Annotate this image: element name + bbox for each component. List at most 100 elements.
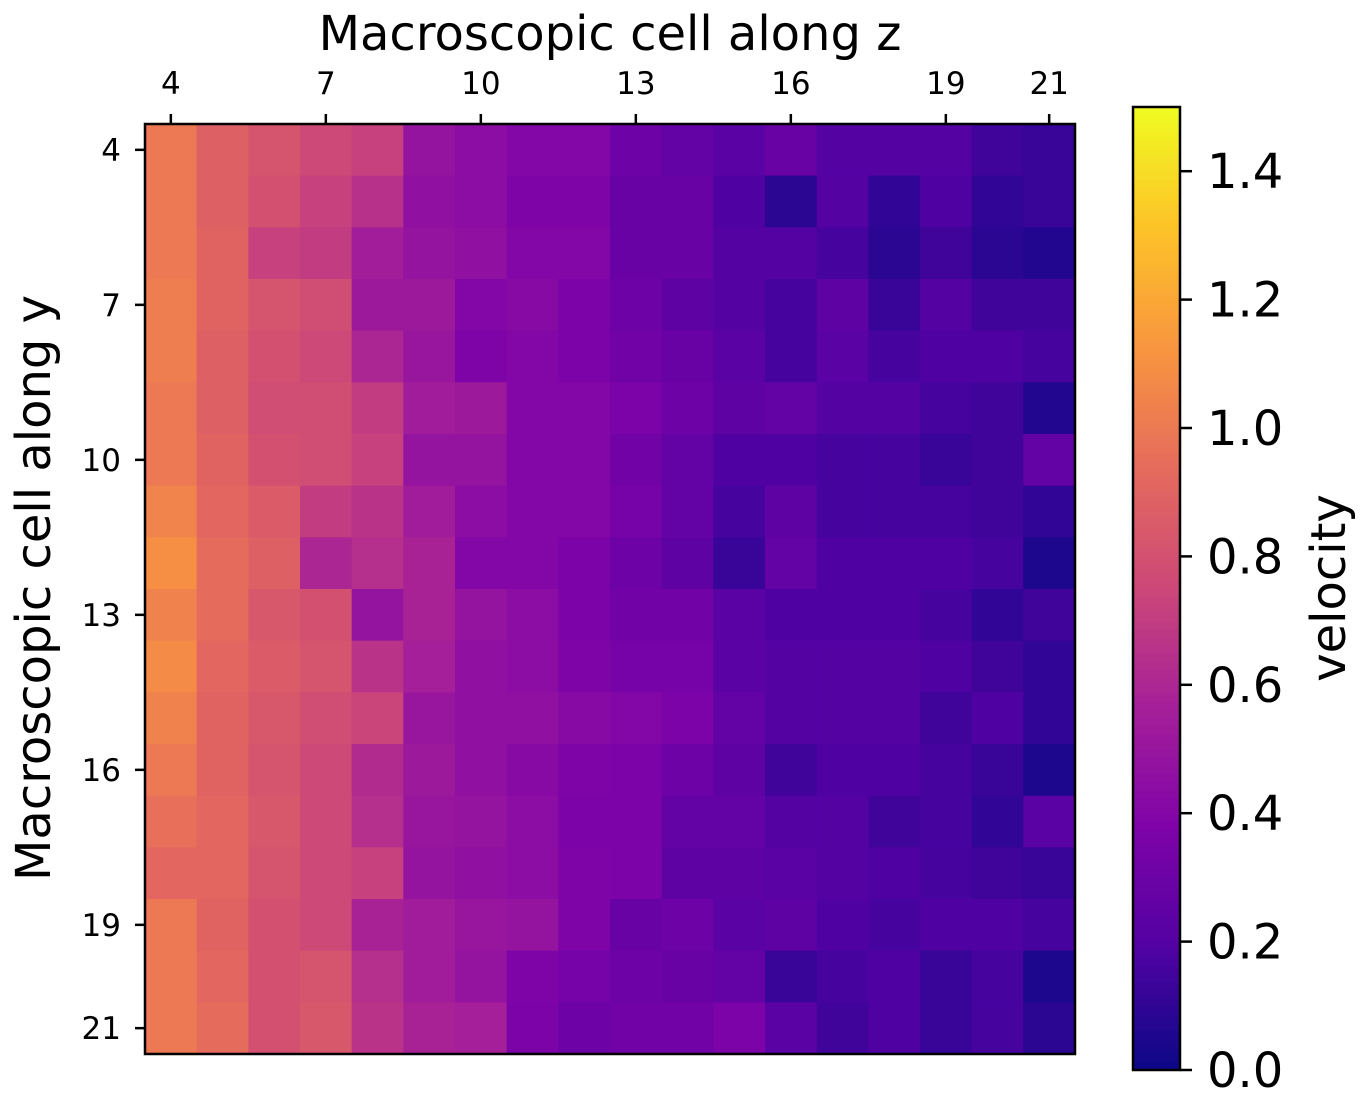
- heatmap-cell: [868, 485, 921, 538]
- heatmap-cell: [765, 537, 818, 590]
- heatmap-cell: [403, 175, 456, 228]
- heatmap-cell: [610, 744, 663, 797]
- heatmap-cell: [558, 899, 611, 952]
- heatmap-cell: [661, 950, 714, 1003]
- heatmap-cell: [920, 124, 973, 177]
- colorbar-segment: [1133, 115, 1180, 124]
- colorbar-segment: [1133, 1045, 1180, 1055]
- colorbar-segment: [1133, 1061, 1180, 1071]
- colorbar-segment: [1133, 901, 1180, 911]
- heatmap-cell: [455, 847, 508, 900]
- colorbar-segment: [1133, 275, 1180, 285]
- heatmap-cell: [661, 1002, 714, 1055]
- x-tick-label: 10: [461, 66, 500, 102]
- heatmap-cell: [145, 795, 198, 848]
- heatmap-cell: [868, 692, 921, 745]
- heatmap-cell: [920, 279, 973, 332]
- heatmap-cell: [661, 279, 714, 332]
- colorbar-segment: [1133, 363, 1180, 373]
- heatmap-cell: [351, 279, 404, 332]
- colorbar-segment: [1133, 171, 1180, 181]
- x-tick-label: 13: [616, 66, 655, 102]
- colorbar-tick-label: 0.0: [1207, 1043, 1283, 1099]
- colorbar-segment: [1133, 580, 1180, 590]
- colorbar-segment: [1133, 444, 1180, 453]
- heatmap-cell: [300, 434, 353, 487]
- heatmap-cell: [145, 382, 198, 435]
- heatmap-cell: [971, 1002, 1024, 1055]
- heatmap-cell: [248, 227, 301, 280]
- colorbar-segment: [1133, 492, 1180, 502]
- heatmap-cell: [1023, 279, 1076, 332]
- heatmap-cell: [713, 175, 766, 228]
- colorbar-segment: [1133, 468, 1180, 477]
- heatmap-cell: [868, 330, 921, 383]
- heatmap-cell: [248, 330, 301, 383]
- heatmap-cell: [713, 640, 766, 693]
- heatmap-cell: [765, 589, 818, 642]
- heatmap-cell: [713, 434, 766, 487]
- heatmap-cell: [248, 537, 301, 590]
- heatmap-cell: [713, 589, 766, 642]
- heatmap-cell: [971, 795, 1024, 848]
- x-tick-label: 21: [1029, 66, 1068, 102]
- colorbar-segment: [1133, 805, 1180, 814]
- heatmap-cell: [248, 847, 301, 900]
- colorbar-segment: [1133, 371, 1180, 381]
- heatmap-cell: [403, 1002, 456, 1055]
- heatmap-cell: [248, 640, 301, 693]
- heatmap-cell: [610, 1002, 663, 1055]
- colorbar-segment: [1133, 765, 1180, 774]
- heatmap-cell: [765, 175, 818, 228]
- colorbar-segment: [1133, 540, 1180, 550]
- heatmap-cell: [920, 434, 973, 487]
- heatmap-cell: [971, 175, 1024, 228]
- heatmap-cell: [300, 175, 353, 228]
- heatmap-cell: [196, 640, 249, 693]
- heatmap-cell: [1023, 692, 1076, 745]
- heatmap-cell: [403, 795, 456, 848]
- heatmap-cell: [920, 175, 973, 228]
- colorbar-segment: [1133, 107, 1180, 116]
- heatmap-cell: [971, 744, 1024, 797]
- heatmap-cell: [351, 175, 404, 228]
- heatmap-cell: [661, 847, 714, 900]
- heatmap-cell: [713, 692, 766, 745]
- heatmap-cell: [558, 640, 611, 693]
- heatmap-cell: [868, 124, 921, 177]
- heatmap-cell: [816, 795, 869, 848]
- heatmap-cell: [816, 847, 869, 900]
- heatmap-cell: [300, 537, 353, 590]
- colorbar-segment: [1133, 724, 1180, 734]
- colorbar-segment: [1133, 419, 1180, 429]
- heatmap-cell: [868, 795, 921, 848]
- heatmap-cell: [196, 124, 249, 177]
- heatmap-cell: [610, 382, 663, 435]
- heatmap-cell: [196, 434, 249, 487]
- heatmap-cell: [558, 1002, 611, 1055]
- colorbar-segment: [1133, 387, 1180, 397]
- heatmap-cell: [558, 434, 611, 487]
- heatmap-cell: [868, 537, 921, 590]
- colorbar-segment: [1133, 251, 1180, 261]
- colorbar-segment: [1133, 187, 1180, 197]
- heatmap-cell: [971, 640, 1024, 693]
- colorbar-segment: [1133, 781, 1180, 790]
- x-axis-title: Macroscopic cell along z: [319, 6, 902, 62]
- heatmap-cell: [868, 382, 921, 435]
- heatmap-cell: [196, 950, 249, 1003]
- heatmap-cell: [351, 847, 404, 900]
- heatmap-cell: [506, 382, 559, 435]
- heatmap-cell: [351, 537, 404, 590]
- heatmap-cell: [455, 640, 508, 693]
- colorbar-segment: [1133, 291, 1180, 301]
- heatmap-cell: [816, 537, 869, 590]
- colorbar-segment: [1133, 957, 1180, 967]
- colorbar-segment: [1133, 636, 1180, 646]
- heatmap-cell: [971, 227, 1024, 280]
- heatmap-cell: [920, 589, 973, 642]
- heatmap-cell: [971, 950, 1024, 1003]
- colorbar: 0.0 0.2 0.4 0.6 0.8 1.0 1.2 1.4: [1133, 107, 1283, 1099]
- heatmap-cell: [455, 692, 508, 745]
